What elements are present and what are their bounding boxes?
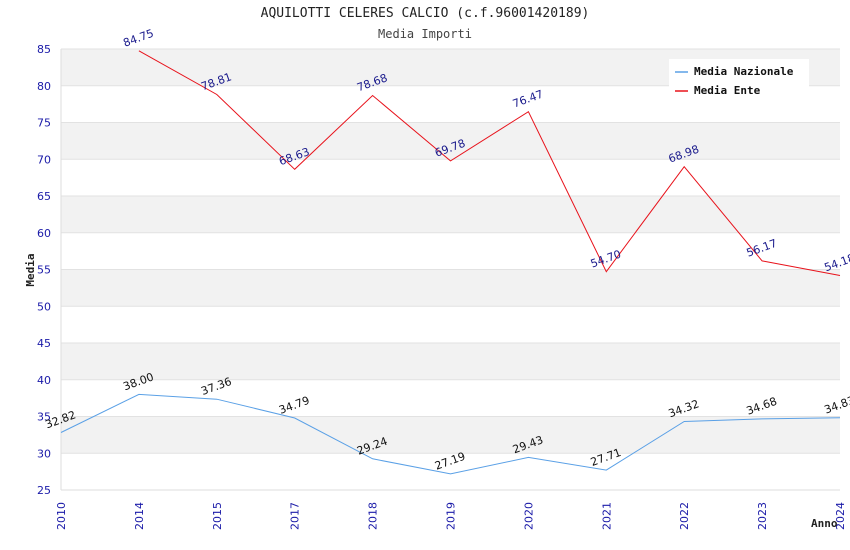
x-axis-ticks: 2010 2014 2015 2017 2018 2019 2020 2021 2022 2023… <box>55 502 847 530</box>
legend-label-nazionale: Media Nazionale <box>694 65 794 78</box>
chart-title: AQUILOTTI CELERES CALCIO (c.f.9600142018… <box>260 6 590 21</box>
y-tick-label: 25 <box>37 484 51 497</box>
y-axis-title: Media <box>24 253 37 286</box>
y-tick-label: 80 <box>37 80 51 93</box>
x-tick-label: 2021 <box>600 502 613 530</box>
data-label: 84.75 <box>121 27 155 50</box>
data-label: 34.68 <box>745 395 779 418</box>
data-label: 76.47 <box>511 88 545 111</box>
legend-box <box>669 59 809 101</box>
x-tick-label: 2024 <box>834 502 847 530</box>
data-label: 54.70 <box>589 248 623 271</box>
x-tick-label: 2022 <box>678 502 691 530</box>
legend: Media Nazionale Media Ente <box>669 59 809 101</box>
y-tick-label: 50 <box>37 300 51 313</box>
x-tick-label: 2023 <box>756 502 769 530</box>
x-tick-label: 2019 <box>445 502 458 530</box>
grid-band <box>61 269 840 307</box>
y-tick-label: 40 <box>37 374 51 387</box>
y-tick-label: 85 <box>37 43 51 56</box>
grid-band <box>61 416 840 454</box>
x-tick-label: 2010 <box>55 502 68 530</box>
y-tick-label: 55 <box>37 264 51 277</box>
y-tick-label: 75 <box>37 117 51 130</box>
data-label: 34.83 <box>823 394 850 417</box>
data-label: 56.17 <box>745 237 779 260</box>
grid-band <box>61 343 840 380</box>
data-label: 34.79 <box>277 394 311 417</box>
data-label: 54.18 <box>823 251 850 274</box>
y-tick-label: 70 <box>37 153 51 166</box>
y-tick-label: 60 <box>37 227 51 240</box>
x-tick-label: 2015 <box>211 502 224 530</box>
series-line-media-nazionale <box>60 393 841 475</box>
grid-bands <box>61 49 840 454</box>
x-tick-label: 2017 <box>289 502 302 530</box>
x-tick-label: 2014 <box>133 502 146 530</box>
y-axis-ticks: 25 30 35 40 45 50 55 60 65 70 75 80 85 <box>37 43 51 497</box>
series-line-media-ente <box>138 50 841 276</box>
grid-band <box>61 196 840 233</box>
x-tick-label: 2020 <box>522 502 535 530</box>
y-tick-label: 30 <box>37 447 51 460</box>
legend-label-ente: Media Ente <box>694 84 761 97</box>
x-axis-title: Anno <box>811 517 838 530</box>
chart-subtitle: Media Importi <box>378 27 472 41</box>
x-tick-label: 2018 <box>367 502 380 530</box>
y-tick-label: 65 <box>37 190 51 203</box>
grid-band <box>61 122 840 160</box>
y-tick-label: 35 <box>37 411 51 424</box>
gridlines <box>60 48 840 491</box>
y-tick-label: 45 <box>37 337 51 350</box>
series-lines <box>60 50 841 475</box>
